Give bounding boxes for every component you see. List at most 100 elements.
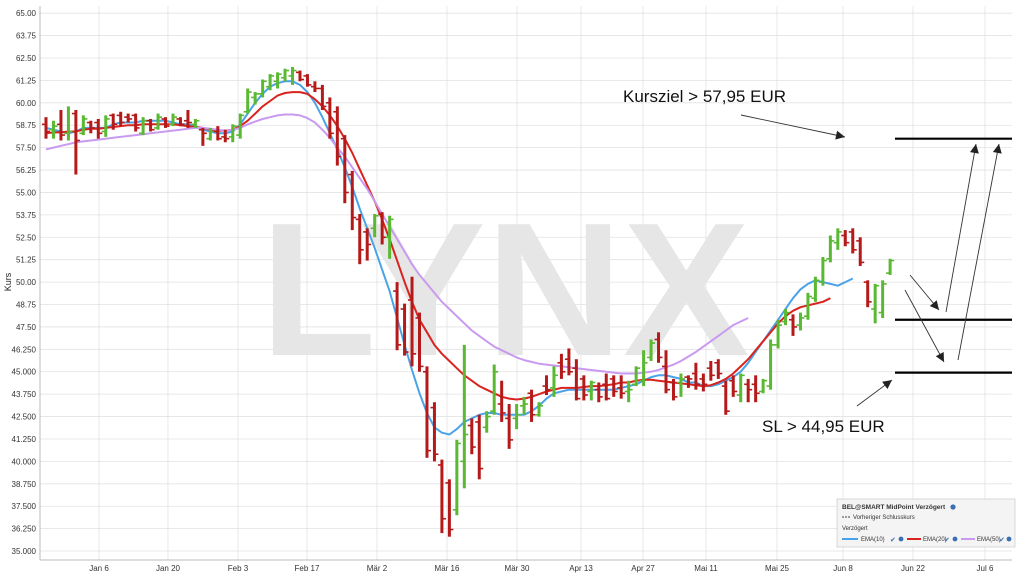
ohlc-bar xyxy=(198,127,207,146)
ohlc-bar-range xyxy=(268,74,272,91)
y-tick-label: 47.50 xyxy=(16,323,37,332)
ohlc-bar xyxy=(467,418,476,455)
legend-ema20-check-icon[interactable]: ✔ xyxy=(944,536,950,544)
ohlc-bar-range xyxy=(784,308,788,326)
y-tick-label: 41.250 xyxy=(12,435,37,444)
ohlc-bar xyxy=(154,113,163,130)
y-tick-label: 40.000 xyxy=(12,457,37,466)
ohlc-bar-range xyxy=(679,373,683,397)
ohlc-bar xyxy=(736,373,745,403)
y-tick-label: 58.75 xyxy=(16,121,37,130)
ohlc-bar xyxy=(751,375,760,403)
watermark: LYNX xyxy=(260,184,749,396)
ohlc-bar xyxy=(497,380,506,422)
y-tick-label: 46.250 xyxy=(12,345,37,354)
ohlc-bar-range xyxy=(373,213,377,238)
ohlc-bar-range xyxy=(470,418,474,455)
ohlc-bar xyxy=(856,237,865,266)
ohlc-bar xyxy=(213,126,222,141)
legend-delayed: Verzögert xyxy=(842,526,868,532)
ohlc-bar xyxy=(512,404,521,430)
y-tick-label: 52.50 xyxy=(16,233,37,242)
ohlc-bar xyxy=(542,375,551,396)
ohlc-bar xyxy=(833,228,842,250)
ohlc-bar xyxy=(774,319,783,349)
ohlc-bar xyxy=(781,308,790,326)
ohlc-bar xyxy=(684,375,693,388)
ohlc-bar-range xyxy=(709,360,713,381)
ohlc-bar xyxy=(691,362,700,390)
ohlc-bar-range xyxy=(231,124,235,143)
y-axis-ticks: 65.00 63.75 62.50 61.25 60.00 58.75 57.50 56.25… xyxy=(12,9,37,556)
ohlc-bar-range xyxy=(141,117,145,136)
y-tick-label: 50.00 xyxy=(16,278,37,287)
ohlc-bar xyxy=(475,414,484,480)
y-tick-label: 55.00 xyxy=(16,188,37,197)
kursziel-arrow-head xyxy=(835,130,845,140)
ohlc-bar xyxy=(393,282,402,351)
legend-ema10-globe-icon xyxy=(898,536,904,542)
ohlc-bar-range xyxy=(455,439,459,516)
ohlc-bar-range xyxy=(343,135,347,204)
ohlc-bar-range xyxy=(350,170,354,231)
ohlc-bar xyxy=(370,213,379,238)
ohlc-bar-range xyxy=(156,113,160,130)
ohlc-bar xyxy=(116,111,125,127)
y-tick-label: 43.750 xyxy=(12,390,37,399)
ohlc-bar-range xyxy=(731,375,735,397)
ohlc-bar xyxy=(841,230,850,247)
ohlc-bar-range xyxy=(283,68,287,82)
ohlc-bar xyxy=(385,215,394,259)
y-tick-label: 35.000 xyxy=(12,547,37,556)
y-tick-label: 63.75 xyxy=(16,32,37,41)
ohlc-bar xyxy=(647,339,656,361)
ohlc-bar-range xyxy=(843,230,847,247)
ohlc-bar-range xyxy=(657,332,661,363)
ohlc-bar-range xyxy=(582,375,586,401)
ohlc-bar xyxy=(49,120,58,139)
ohlc-bar xyxy=(139,117,148,136)
ohlc-bar-range xyxy=(821,257,825,286)
ohlc-bar xyxy=(796,312,805,331)
legend-ema20: EMA(20) xyxy=(923,537,947,543)
x-tick-label: Jul 6 xyxy=(977,564,994,573)
ohlc-bar xyxy=(191,118,200,128)
ohlc-bar-range xyxy=(253,92,257,105)
ohlc-bars xyxy=(42,66,895,537)
ohlc-bar-range xyxy=(171,113,175,127)
ohlc-bar xyxy=(744,378,753,403)
ohlc-bar xyxy=(183,109,192,128)
ohlc-bar xyxy=(721,380,730,415)
ohlc-bar-range xyxy=(81,115,85,136)
legend-ema10-check-icon[interactable]: ✔ xyxy=(890,536,896,544)
ohlc-bar-range xyxy=(716,359,720,379)
y-tick-label: 53.75 xyxy=(16,211,37,220)
ohlc-bar xyxy=(333,106,342,166)
ohlc-bar-range xyxy=(813,276,817,302)
ohlc-bar-range xyxy=(462,344,466,489)
ohlc-bar xyxy=(251,92,260,105)
ohlc-bar xyxy=(662,350,671,394)
ohlc-bar xyxy=(56,109,65,141)
ohlc-bar xyxy=(288,66,297,85)
ohlc-bar xyxy=(86,120,95,134)
ohlc-bar-range xyxy=(134,113,138,132)
ohlc-bar-range xyxy=(335,106,339,166)
ohlc-bar-range xyxy=(410,276,414,367)
legend-ema50: EMA(50) xyxy=(977,537,1001,543)
ohlc-bar xyxy=(706,360,715,381)
legend-ema50-check-icon[interactable]: ✔ xyxy=(999,536,1005,544)
ohlc-bar xyxy=(437,459,446,534)
ohlc-bar-range xyxy=(432,402,436,462)
ohlc-bar xyxy=(587,380,596,401)
ohlc-bar-range xyxy=(104,115,108,137)
x-tick-label: Mär 2 xyxy=(367,564,388,573)
ohlc-bar xyxy=(318,84,327,110)
y-tick-label: 51.25 xyxy=(16,256,37,265)
ohlc-bar-range xyxy=(380,212,384,245)
ohlc-bar xyxy=(624,380,633,403)
ema-line-ema20 xyxy=(45,91,831,401)
ohlc-bar xyxy=(422,366,431,458)
ohlc-bar xyxy=(557,353,566,379)
x-tick-label: Mär 16 xyxy=(435,564,460,573)
